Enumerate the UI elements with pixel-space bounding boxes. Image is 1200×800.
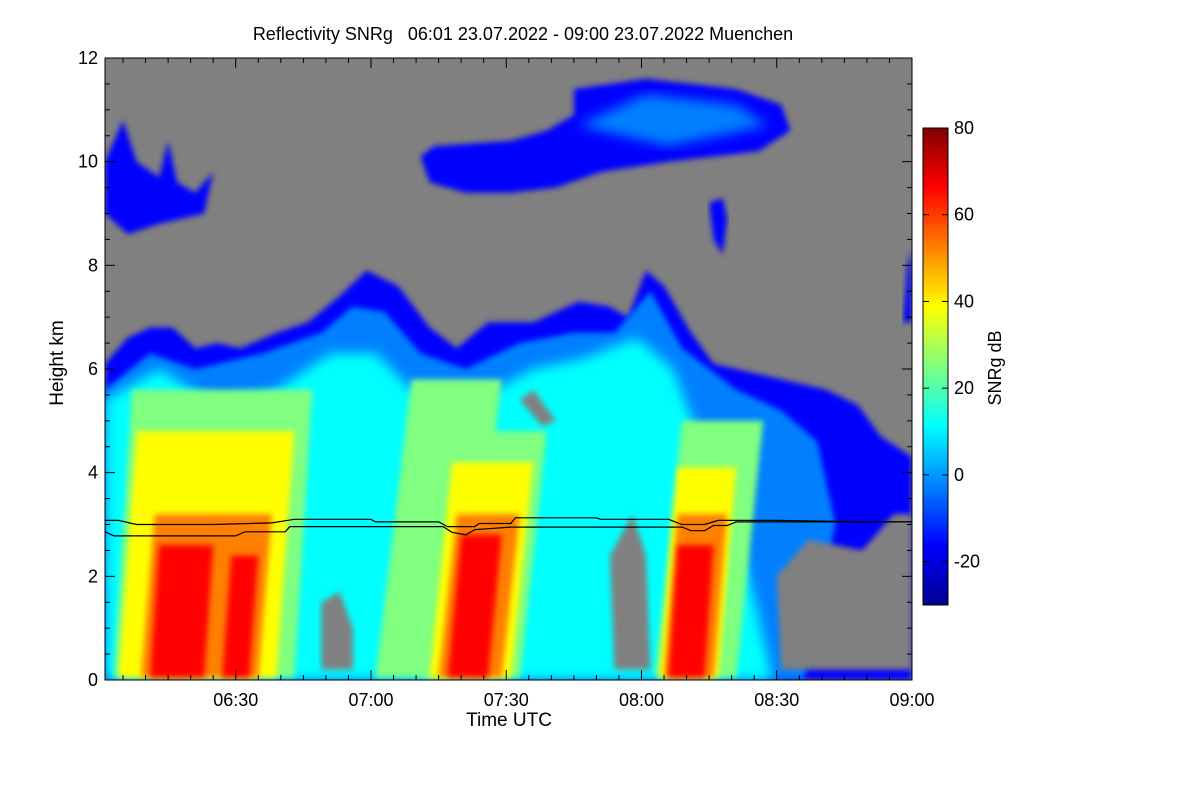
cirrus-patch bbox=[903, 249, 912, 323]
echo-red bbox=[447, 534, 502, 678]
colorbar-ticks: -20 0 20 40 60 80 bbox=[923, 118, 980, 572]
colorbar-tick-label: 0 bbox=[954, 465, 964, 485]
x-tick-label: 08:00 bbox=[619, 690, 664, 710]
echo-gap bbox=[321, 591, 353, 670]
echo-gap bbox=[519, 389, 556, 426]
cirrus-patch bbox=[105, 120, 214, 235]
y-tick-label: 12 bbox=[78, 48, 98, 68]
boundary-line-2 bbox=[105, 521, 912, 537]
y-tick-label: 10 bbox=[78, 152, 98, 172]
chart-title: Reflectivity SNRg 06:01 23.07.2022 - 09:… bbox=[253, 24, 793, 44]
x-tick-label: 07:30 bbox=[484, 690, 529, 710]
boundary-line-1 bbox=[105, 517, 912, 528]
echo-red bbox=[150, 545, 214, 678]
reflectivity-field bbox=[105, 78, 912, 680]
colorbar-tick-label: -20 bbox=[954, 552, 980, 572]
colorbar-tick-label: 20 bbox=[954, 378, 974, 398]
echo-red bbox=[222, 555, 259, 678]
y-tick-label: 4 bbox=[88, 463, 98, 483]
colorbar-tick-label: 80 bbox=[954, 118, 974, 138]
y-tick-label: 2 bbox=[88, 566, 98, 586]
y-tick-label: 0 bbox=[88, 670, 98, 690]
colorbar-gradient bbox=[922, 127, 949, 606]
cirrus-patch bbox=[709, 197, 728, 255]
colorbar-label: SNRg dB bbox=[985, 330, 1005, 405]
echo-red bbox=[668, 545, 714, 678]
y-tick-label: 6 bbox=[88, 359, 98, 379]
colorbar: -20 0 20 40 60 80 SNRg dB bbox=[922, 118, 1005, 606]
y-axis: 0 2 4 6 8 10 12 bbox=[78, 48, 912, 690]
plot-area bbox=[104, 57, 913, 681]
colorbar-tick-label: 40 bbox=[954, 291, 974, 311]
x-tick-label: 09:00 bbox=[889, 690, 934, 710]
echo-gap bbox=[609, 514, 651, 670]
echo-gap bbox=[776, 514, 912, 670]
y-axis-label: Height km bbox=[47, 320, 68, 406]
x-tick-label: 07:00 bbox=[348, 690, 393, 710]
x-axis: 06:30 07:00 07:30 08:00 08:30 09:00 bbox=[122, 58, 935, 710]
cirrus-core bbox=[578, 94, 768, 147]
colorbar-tick-label: 60 bbox=[954, 205, 974, 225]
x-tick-label: 06:30 bbox=[213, 690, 258, 710]
y-tick-label: 8 bbox=[88, 255, 98, 275]
x-tick-label: 08:30 bbox=[754, 690, 799, 710]
x-axis-label: Time UTC bbox=[466, 710, 552, 731]
overlay-lines bbox=[105, 517, 912, 537]
